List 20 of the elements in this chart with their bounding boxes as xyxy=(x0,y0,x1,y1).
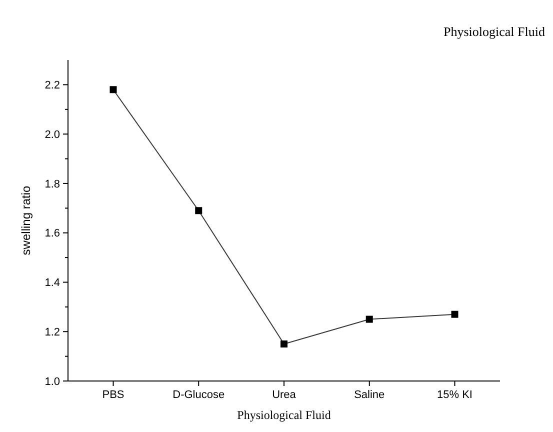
x-tick-label: PBS xyxy=(102,389,124,401)
point xyxy=(195,207,202,214)
point xyxy=(280,340,288,348)
x-axis-title: Physiological Fluid xyxy=(237,408,331,422)
y-tick-label: 2.0 xyxy=(44,128,60,141)
point xyxy=(110,86,117,94)
y-tick-label: 1.6 xyxy=(44,228,60,240)
x-tick-label: Saline xyxy=(354,389,385,401)
y-tick-label: 2.2 xyxy=(44,80,60,92)
y-axis-title: swelling ratio xyxy=(19,186,33,256)
y-tick-label: 1.8 xyxy=(44,178,60,190)
x-tick-label: D-Glucose xyxy=(172,389,225,401)
x-tick-label: Urea xyxy=(272,389,297,401)
point xyxy=(451,310,458,318)
point xyxy=(366,316,373,323)
y-tick-label: 1.4 xyxy=(44,277,60,290)
y-tick-label: 1.0 xyxy=(44,376,60,388)
chart-title: Physiological Fluid xyxy=(444,24,546,39)
y-tick-label: 1.2 xyxy=(44,326,60,338)
x-tick-label: 15% KI xyxy=(437,389,472,401)
